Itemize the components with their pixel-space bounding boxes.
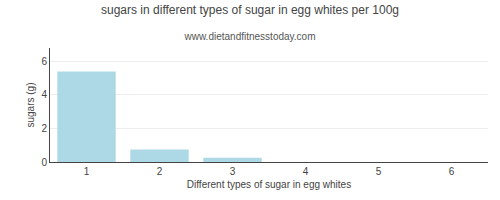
svg-text:4: 4 bbox=[303, 166, 309, 177]
svg-text:6: 6 bbox=[41, 56, 47, 67]
svg-text:2: 2 bbox=[41, 123, 47, 134]
svg-text:www.dietandfitnesstoday.com: www.dietandfitnesstoday.com bbox=[184, 31, 316, 42]
svg-text:0: 0 bbox=[41, 157, 47, 168]
svg-text:Different types of sugar in eg: Different types of sugar in egg whites bbox=[187, 179, 351, 190]
svg-text:4: 4 bbox=[41, 89, 47, 100]
svg-text:sugars in different types of s: sugars in different types of sugar in eg… bbox=[101, 3, 399, 17]
svg-text:2: 2 bbox=[157, 166, 163, 177]
svg-text:6: 6 bbox=[449, 166, 455, 177]
svg-text:5: 5 bbox=[376, 166, 382, 177]
svg-text:1: 1 bbox=[84, 166, 90, 177]
svg-text:sugars (g): sugars (g) bbox=[25, 82, 36, 127]
svg-text:3: 3 bbox=[230, 166, 236, 177]
